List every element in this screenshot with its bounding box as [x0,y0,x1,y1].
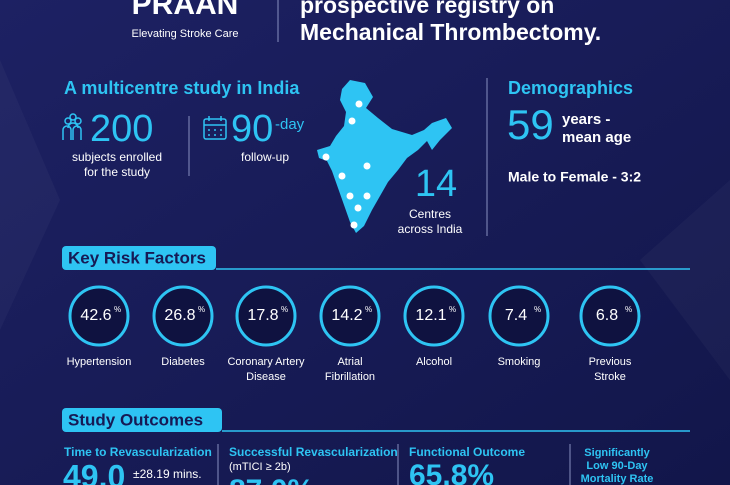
centres-label: across India [398,222,463,236]
sex-ratio: Male to Female - 3:2 [508,169,641,185]
risk-value: 17.8 [247,307,278,324]
ring-fill [237,287,295,345]
outcome-note: Significantly [584,447,650,459]
ring [319,285,381,347]
risk-name: Atrial [337,356,362,368]
risk-factors: 42.6 % Hypertension 26.8 % Diabetes 17.8 % Coron… [67,285,641,383]
risk-unit: % [114,305,121,314]
section-heading: A multicentre study in India [64,78,300,98]
age-label: mean age [562,129,631,146]
risk-value: 14.2 [331,307,362,324]
title-line: Mechanical Thrombectomy. [300,19,601,45]
calendar-icon [203,116,227,140]
risk-unit: % [281,305,288,314]
outcome-note: Mortality Rate [581,473,654,485]
subjects-number: 200 [90,108,153,150]
outcome-title: Time to Revascularization [64,445,212,459]
section-heading: Study Outcomes [68,410,203,429]
risk-value: 12.1 [415,307,446,324]
ring [152,285,214,347]
ring [579,285,641,347]
risk-name: Smoking [498,356,541,368]
section-heading: Key Risk Factors [68,248,206,267]
risk-value: 26.8 [164,307,195,324]
outcome-value: 65.8% [409,459,494,485]
risk-name: Previous [589,356,632,368]
section-heading: Demographics [508,78,633,98]
outcome-detail: ±28.19 mins. [133,467,202,481]
age-label: years - [562,111,610,128]
brand: PRAAN [132,0,239,21]
people-icon [62,113,82,140]
ring-fill [490,287,548,345]
ring [403,285,465,347]
risk-unit: % [449,305,456,314]
ring [488,285,550,347]
centres-number: 14 [415,163,457,205]
risk-name: Diabetes [161,356,205,368]
risk-unit: % [198,305,205,314]
outcome-title: Successful Revascularization [229,445,398,459]
outcome-note: Low 90-Day [586,460,648,472]
risk-unit: % [625,305,632,314]
subjects-label: for the study [84,165,150,179]
tagline: Elevating Stroke Care [132,28,239,40]
risk-value: 7.4 [505,307,527,324]
risk-name: Disease [246,371,286,383]
outcome-subtitle: (mTICI ≥ 2b) [229,461,291,473]
followup-label: follow-up [241,150,289,164]
risk-name: Stroke [594,371,626,383]
followup-suffix: -day [275,116,305,133]
ring-fill [70,287,128,345]
risk-value: 6.8 [596,307,618,324]
ring-fill [405,287,463,345]
outcome-value: 87.0% [229,474,314,485]
ring-fill [581,287,639,345]
followup-number: 90 [231,108,273,150]
risk-name: Hypertension [67,356,132,368]
subjects-label: subjects enrolled [72,150,162,164]
outcome-title: Functional Outcome [409,445,525,459]
risk-name: Fibrillation [325,371,375,383]
ring-fill [321,287,379,345]
section-banner [62,408,222,432]
risk-unit: % [365,305,372,314]
centres-label: Centres [409,207,451,221]
risk-name: Coronary Artery [227,356,305,368]
risk-value: 42.6 [80,307,111,324]
outcome-value: 49.0 [63,458,125,485]
ring-fill [154,287,212,345]
section-banner [62,246,216,270]
age-number: 59 [507,101,554,148]
title-line: prospective registry on [300,0,554,18]
risk-name: Alcohol [416,356,452,368]
map-dots [322,100,371,229]
ring [235,285,297,347]
ring [68,285,130,347]
risk-unit: % [534,305,541,314]
